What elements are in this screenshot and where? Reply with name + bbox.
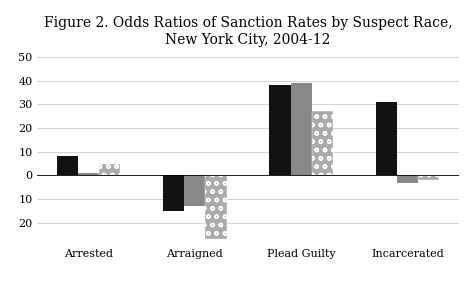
Bar	[291, 83, 312, 175]
Bar	[163, 175, 184, 211]
Bar	[418, 175, 439, 180]
Bar	[78, 173, 99, 175]
Bar	[397, 175, 418, 182]
Bar	[312, 111, 333, 175]
Bar	[99, 164, 120, 175]
Bar	[205, 175, 227, 239]
Bar	[269, 85, 291, 175]
Bar	[57, 157, 78, 175]
Bar	[184, 175, 205, 206]
Title: Figure 2. Odds Ratios of Sanction Rates by Suspect Race,
New York City, 2004-12: Figure 2. Odds Ratios of Sanction Rates …	[44, 16, 453, 47]
Bar	[376, 102, 397, 175]
